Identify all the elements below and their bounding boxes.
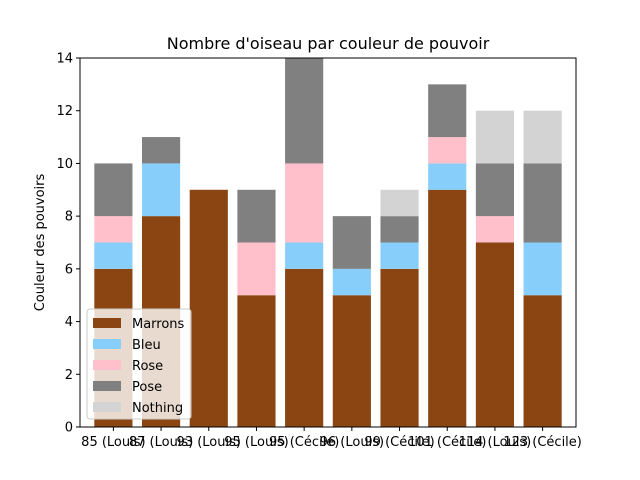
x-tick-label-8: 114 (Louis) — [459, 435, 532, 450]
x-tick-label-5: 96 (Louis) — [320, 435, 384, 450]
legend-label-bleu: Bleu — [132, 338, 161, 353]
x-tick-label-9: 123 (Cécile) — [503, 435, 582, 450]
y-tick-label-4: 8 — [65, 210, 73, 225]
legend-swatch-rose — [93, 360, 121, 370]
x-tick-label-1: 87 (Louis) — [129, 435, 193, 450]
bar-bleu-9 — [523, 242, 562, 296]
bar-marrons-9 — [523, 295, 562, 427]
bar-nothing-8 — [475, 110, 514, 164]
x-tick-label-7: 101 (Cécile) — [408, 435, 487, 450]
bar-pose-1 — [142, 137, 181, 164]
bar-pose-8 — [475, 163, 514, 217]
y-axis-label: Couleur des pouvoirs — [33, 173, 48, 311]
bar-pose-4 — [285, 58, 324, 164]
bar-nothing-6 — [380, 189, 419, 217]
chart-title: Nombre d'oiseau par couleur de pouvoir — [167, 34, 490, 53]
y-tick-label-5: 10 — [56, 157, 73, 172]
legend-label-marrons: Marrons — [132, 317, 185, 332]
bar-pose-0 — [94, 163, 133, 217]
bar-rose-8 — [475, 216, 514, 243]
bar-pose-7 — [428, 84, 467, 138]
y-tick-label-1: 2 — [65, 368, 73, 383]
bar-pose-3 — [237, 189, 276, 243]
bar-bleu-0 — [94, 242, 133, 269]
legend-swatch-bleu — [93, 339, 121, 349]
bar-rose-4 — [285, 163, 324, 243]
y-axis: 0 2 4 6 8 10 12 14 — [56, 52, 80, 436]
bar-bleu-7 — [428, 163, 467, 190]
bar-nothing-9 — [523, 110, 562, 164]
bar-pose-6 — [380, 216, 419, 243]
legend-label-pose: Pose — [132, 380, 162, 395]
legend-label-rose: Rose — [132, 359, 163, 374]
bar-marrons-3 — [237, 295, 276, 427]
bar-marrons-5 — [332, 295, 371, 427]
plot-frame — [79, 57, 577, 428]
x-tick-label-4: 95 (Cécile) — [269, 435, 339, 450]
y-tick-label-2: 4 — [65, 315, 73, 330]
y-tick-label-6: 12 — [56, 104, 73, 119]
legend: Marrons Bleu Rose Pose Nothing — [86, 308, 192, 420]
bar-marrons-4 — [285, 268, 324, 427]
y-tick-label-0: 0 — [65, 421, 73, 436]
bar-rose-3 — [237, 242, 276, 296]
legend-box — [86, 308, 192, 420]
legend-label-nothing: Nothing — [132, 401, 183, 416]
bar-bleu-6 — [380, 242, 419, 269]
bar-bleu-1 — [142, 163, 181, 217]
bar-marrons-7 — [428, 189, 467, 427]
bar-bleu-4 — [285, 242, 324, 269]
bar-marrons-8 — [475, 242, 514, 427]
bar-marrons-6 — [380, 268, 419, 427]
bar-rose-0 — [94, 216, 133, 243]
legend-swatch-pose — [93, 381, 121, 391]
y-tick-label-7: 14 — [56, 52, 73, 67]
bar-pose-5 — [332, 216, 371, 269]
bar-pose-9 — [523, 163, 562, 243]
y-tick-label-3: 6 — [65, 262, 73, 277]
x-tick-label-3: 95 (Louis) — [224, 435, 288, 450]
bar-marrons-2 — [189, 189, 228, 427]
x-tick-label-0: 85 (Louis) — [81, 435, 145, 450]
legend-swatch-nothing — [93, 402, 121, 412]
x-axis: 85 (Louis)87 (Louis)93 (Louis)95 (Louis)… — [81, 427, 582, 450]
legend-swatch-marrons — [93, 318, 121, 328]
bar-bleu-5 — [332, 268, 371, 296]
x-tick-label-6: 99 (Cécile) — [364, 435, 434, 450]
x-tick-label-2: 93 (Louis) — [177, 435, 241, 450]
bar-rose-7 — [428, 137, 467, 164]
